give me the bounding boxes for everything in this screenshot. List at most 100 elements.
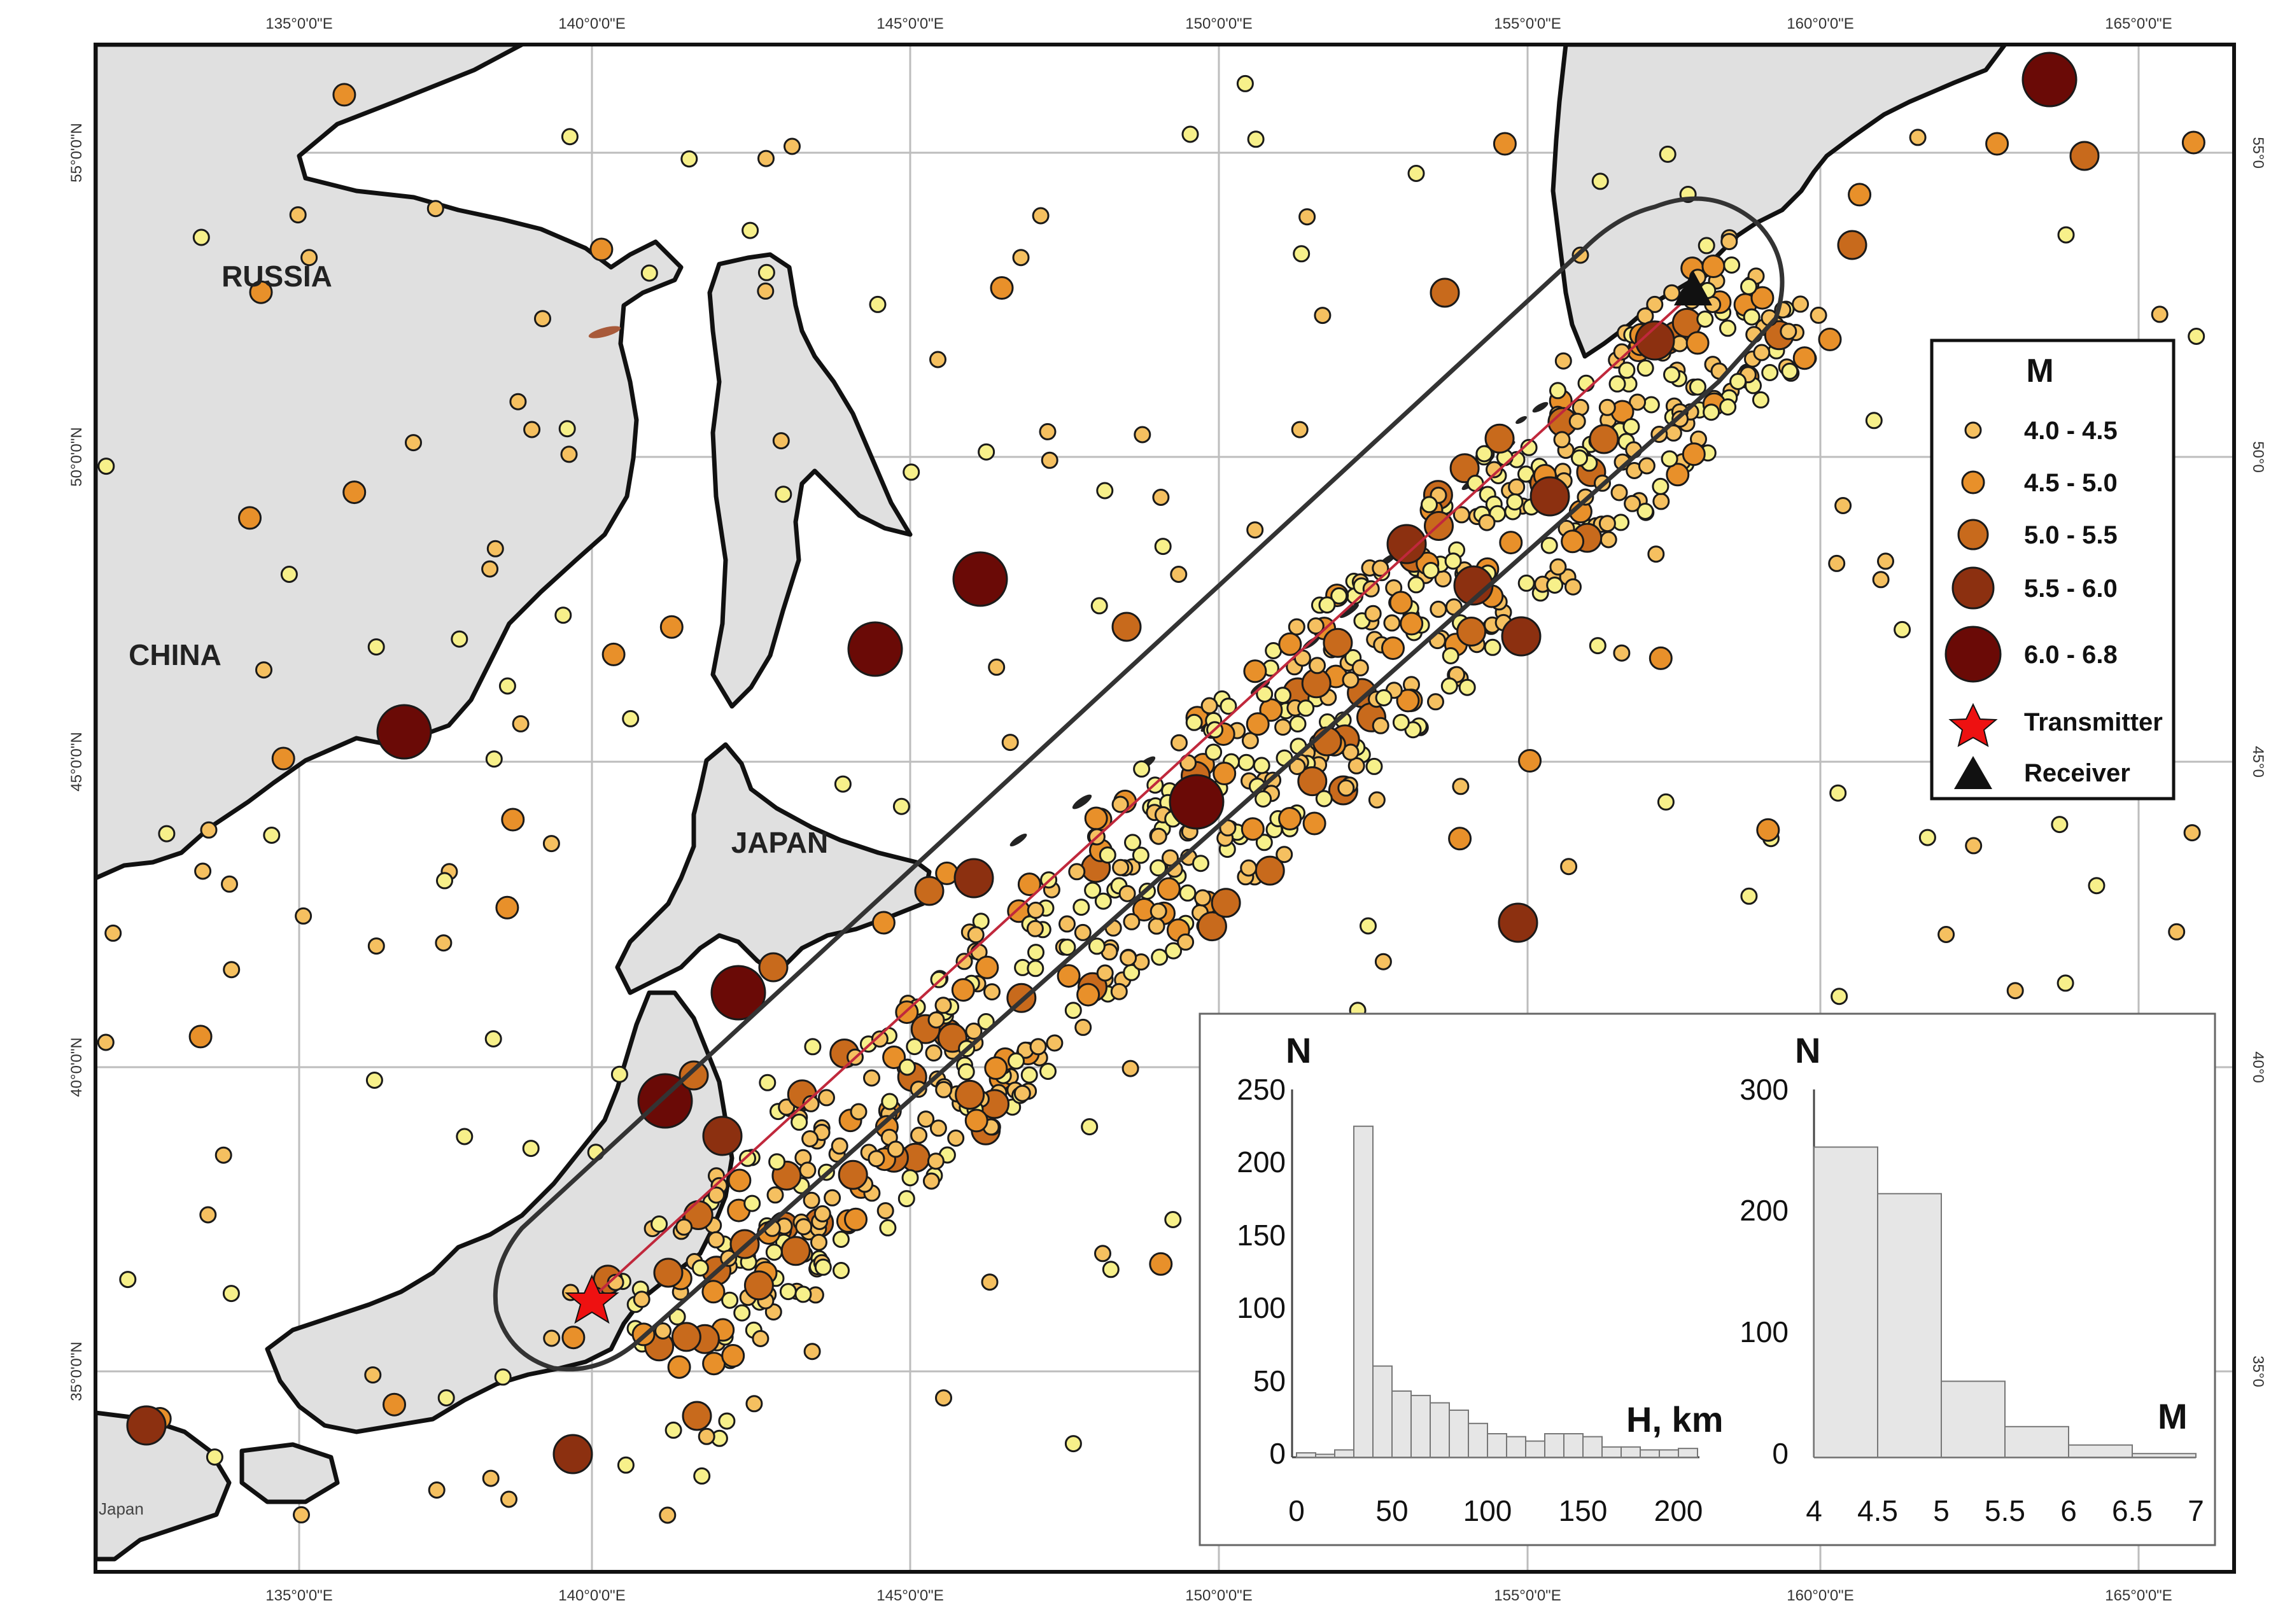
epicentre [1753, 344, 1771, 361]
sakhalin [707, 252, 913, 709]
lat-tick: 45°0 [2249, 746, 2267, 778]
epicentre [1663, 284, 1681, 302]
epicentre [1124, 834, 1141, 851]
epicentre [1598, 515, 1616, 533]
label-china: CHINA [129, 638, 221, 671]
hist-bar [1487, 1433, 1507, 1459]
epicentre [1289, 715, 1307, 732]
epicentre [758, 952, 789, 983]
x-tick: 5.5 [1985, 1494, 2025, 1527]
epicentre [1288, 618, 1305, 636]
epicentre [833, 1262, 850, 1279]
epicentre [554, 606, 572, 624]
epicentre [1752, 391, 1769, 409]
epicentre [975, 955, 999, 979]
label-japan-small: Japan [99, 1499, 144, 1518]
epicentre [1452, 778, 1470, 795]
epicentre [1088, 937, 1106, 955]
epicentre [1111, 612, 1142, 642]
epicentre [1094, 1245, 1111, 1263]
epicentre [1407, 576, 1425, 594]
epicentre [1499, 531, 1523, 555]
epicentre [1698, 237, 1715, 255]
epicentre [964, 1109, 988, 1133]
epicentre [1407, 165, 1425, 182]
epicentre [1529, 476, 1570, 517]
epicentre [951, 978, 975, 1002]
epicentre [1422, 562, 1440, 579]
epicentre [1171, 734, 1188, 752]
epicentre [1118, 885, 1136, 902]
epicentre [561, 1326, 586, 1350]
x-tick: 200 [1654, 1494, 1703, 1527]
epicentre [1090, 597, 1108, 615]
epicentre [1293, 245, 1311, 263]
epicentre [1781, 362, 1799, 380]
epicentre [221, 875, 238, 893]
lat-tick: 35°0 [2249, 1355, 2267, 1387]
epicentre [1032, 207, 1050, 225]
epicentre [1291, 421, 1309, 438]
epicentre [1440, 677, 1458, 695]
epicentre [289, 206, 307, 224]
epicentre [1792, 295, 1810, 313]
epicentre [955, 953, 973, 970]
epicentre [707, 1231, 725, 1249]
epicentre [869, 295, 887, 313]
epicentre [914, 876, 945, 906]
epicentre [1396, 689, 1420, 713]
epicentre [708, 1186, 725, 1204]
epicentre [1452, 506, 1470, 524]
epicentre [1081, 1118, 1099, 1136]
lon-ticks-bottom: 135°0'0"E 140°0'0"E 145°0'0"E 150°0'0"E … [265, 1587, 2172, 1604]
epicentre [367, 937, 385, 955]
epicentre [876, 1202, 894, 1220]
epicentre [2069, 141, 2100, 171]
epicentre [188, 1025, 213, 1049]
legend-label: Transmitter [2024, 708, 2163, 736]
epicentre [238, 506, 262, 530]
epicentre [1001, 734, 1019, 752]
epicentre [1133, 760, 1151, 778]
epicentre [659, 1506, 677, 1524]
epicentre [1877, 552, 1894, 570]
epicentre [1058, 915, 1076, 933]
epicentre [1314, 307, 1332, 325]
x-tick: 4.5 [1857, 1494, 1898, 1527]
legend-label: Receiver [2024, 759, 2130, 787]
epicentre [552, 1434, 593, 1474]
lat-ticks-right: 55°0 50°0 45°0 40°0 35°0 [2249, 137, 2267, 1387]
epicentre [927, 1152, 945, 1170]
epicentre [1058, 939, 1076, 956]
epicentre [1652, 477, 1670, 495]
epicentre [983, 983, 1001, 1001]
hist-ylabel: N [1286, 1030, 1311, 1070]
epicentre [1493, 132, 1517, 156]
epicentre [435, 934, 453, 952]
epicentre [1041, 451, 1058, 469]
epicentre [784, 137, 801, 155]
epicentre [1026, 920, 1044, 937]
epicentre [1164, 1211, 1182, 1228]
epicentre [1937, 926, 1955, 943]
hist-bar [2132, 1453, 2197, 1458]
epicentre [887, 1140, 904, 1158]
epicentre [1027, 960, 1044, 977]
epicentre [1241, 817, 1265, 841]
epicentre [742, 221, 759, 239]
epicentre [698, 1427, 715, 1445]
epicentre [1148, 917, 1165, 935]
epicentre [1364, 605, 1382, 622]
epicentre [803, 1343, 821, 1361]
epicentre [534, 310, 551, 328]
epicentre [1274, 718, 1292, 736]
label-russia: RUSSIA [221, 260, 332, 293]
epicentre [1074, 923, 1092, 941]
epicentre [194, 862, 212, 880]
epicentre [1111, 795, 1129, 813]
epicentre [1458, 678, 1476, 696]
epicentre [1649, 646, 1673, 670]
epicentre [757, 263, 775, 281]
epicentre [1243, 659, 1267, 683]
epicentre [558, 420, 576, 438]
